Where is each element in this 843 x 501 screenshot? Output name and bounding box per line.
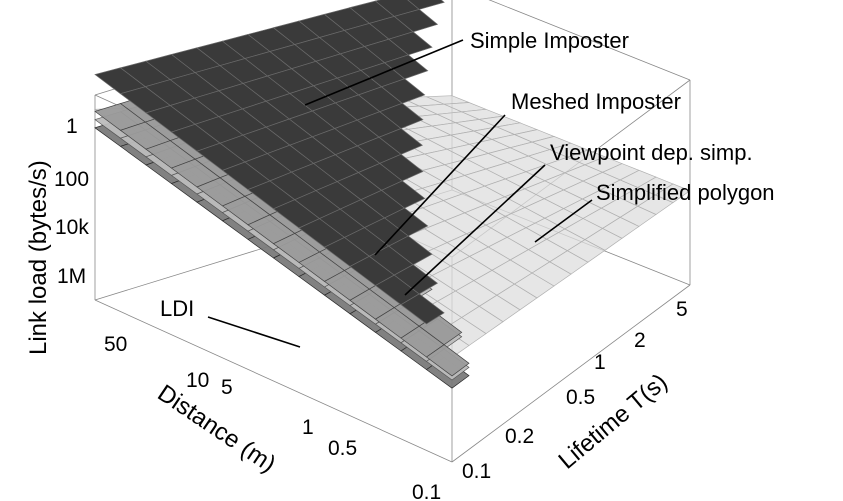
surface-facet — [654, 183, 691, 203]
z-tick-label: 10k — [55, 216, 89, 239]
surface-facet — [407, 0, 445, 10]
series-label-viewpoint-dep-simp: Viewpoint dep. simp. — [550, 140, 753, 165]
surfaces — [93, 0, 691, 389]
x-tick-label: 5 — [221, 376, 233, 399]
surface-facet — [388, 31, 433, 56]
x-tick-label: 50 — [104, 333, 127, 356]
y-tick-label: 2 — [634, 329, 646, 352]
box-edge — [451, 284, 691, 463]
series-label-ldi: LDI — [160, 296, 194, 321]
series-label-simple-imposter: Simple Imposter — [470, 28, 629, 53]
y-tick-label: 0.2 — [505, 425, 534, 448]
z-tick-label: 1 — [66, 115, 78, 138]
surface-facet — [378, 128, 423, 155]
callout-leader-line — [207, 316, 301, 348]
callout-leader-line — [304, 39, 464, 106]
surface-facet — [400, 293, 445, 325]
x-tick-label: 0.5 — [328, 437, 357, 460]
y-tick-label: 0.1 — [462, 460, 491, 483]
surface-facet — [425, 344, 470, 377]
series-label-meshed-imposter: Meshed Imposter — [511, 89, 681, 114]
surface-facet — [379, 102, 424, 129]
surface-facet — [393, 264, 439, 295]
callout-leader-line — [534, 199, 593, 243]
z-tick-label: 1M — [57, 265, 86, 288]
surface-facet — [388, 235, 433, 266]
callout-leader-line — [404, 164, 546, 296]
box-edge — [94, 299, 453, 463]
series-label-simplified-polygon: Simplified polygon — [596, 180, 775, 205]
box-edge — [488, 0, 691, 81]
surface-facet — [380, 78, 426, 104]
y-tick-label: 0.5 — [566, 386, 595, 409]
callout-leaders — [207, 39, 593, 348]
y-axis-title: Lifetime T(s) — [554, 368, 673, 474]
x-axis-title: Distance (m) — [153, 380, 281, 478]
x-tick-label: 10 — [186, 369, 209, 392]
surface-simple-imposter — [94, 0, 445, 325]
y-tick-label: 5 — [676, 298, 688, 321]
y-tick-label: 1 — [594, 351, 606, 374]
x-tick-label: 1 — [302, 416, 314, 439]
z-tick-label: 100 — [54, 168, 89, 191]
z-axis-title: Link load (bytes/s) — [25, 160, 52, 355]
surface-facet — [393, 9, 439, 33]
surface-facet — [379, 153, 424, 182]
surface-facet — [383, 54, 429, 80]
surface-facet — [380, 180, 426, 209]
x-tick-label: 0.1 — [412, 481, 441, 501]
callout-leader-line — [374, 114, 506, 256]
